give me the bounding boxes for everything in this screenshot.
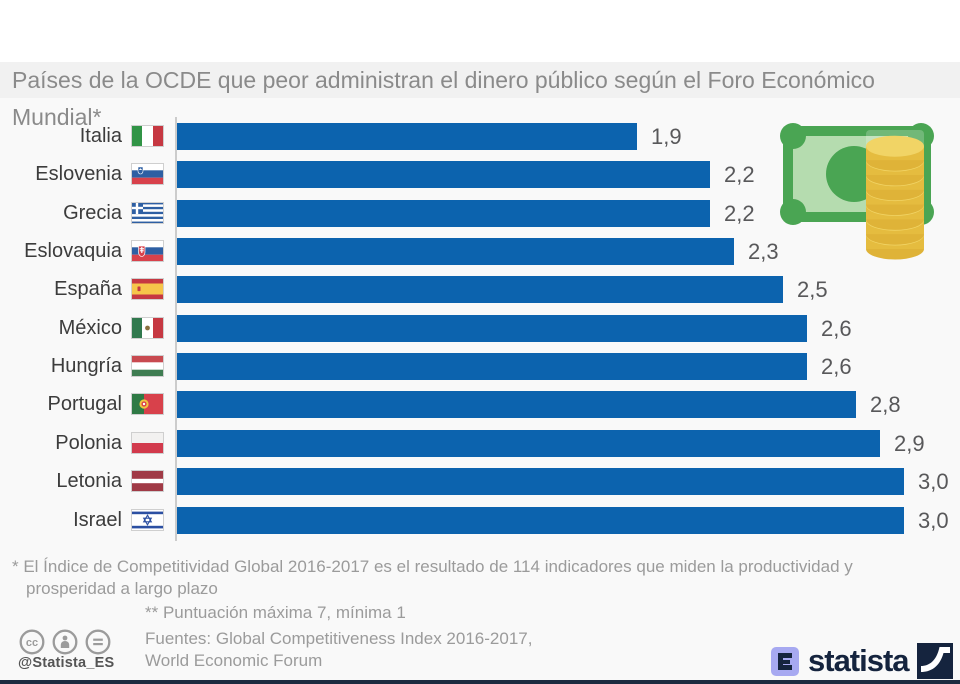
chart-row: Letonia 3,0: [0, 468, 960, 496]
statista-brand[interactable]: statista: [770, 643, 953, 679]
chart-row: Grecia 2,2: [0, 199, 960, 227]
flag-eslovaquia-icon: [131, 240, 164, 263]
country-label: Grecia: [63, 201, 122, 224]
cc-license[interactable]: cc: [18, 628, 112, 656]
cc-icon[interactable]: cc: [18, 628, 46, 656]
chart-row: Eslovenia 2,2: [0, 161, 960, 189]
country-label: Portugal: [47, 393, 123, 416]
cc-by-icon[interactable]: [51, 628, 79, 656]
value-bar: [177, 506, 904, 534]
country-label: Eslovenia: [35, 163, 122, 186]
flag-eslovenia-icon: [131, 163, 164, 186]
value-label: 3,0: [918, 507, 949, 533]
value-bar: [177, 238, 734, 266]
footnote-index-line2: prosperidad a largo plazo: [26, 579, 218, 598]
value-bar: [177, 276, 783, 304]
value-bar: [177, 123, 637, 150]
flag-portugal-icon: [131, 393, 164, 416]
flag-grecia-icon: [131, 201, 164, 224]
value-label: 2,6: [821, 354, 852, 380]
sources-line2: World Economic Forum: [145, 651, 323, 670]
flag-mexico-icon: [131, 316, 164, 339]
value-bar: [177, 199, 710, 227]
flag-italia-icon: [131, 125, 164, 147]
flag-espana-icon: [131, 278, 164, 301]
bottom-accent-bar: [0, 680, 960, 684]
value-label: 2,2: [724, 200, 755, 226]
chart-row: Eslovaquia 2,3: [0, 238, 960, 266]
chart-row: Italia 1,9: [0, 123, 960, 150]
value-label: 2,6: [821, 315, 852, 341]
value-label: 1,9: [651, 124, 682, 149]
statista-handle[interactable]: @Statista_ES: [18, 655, 115, 671]
country-label: Italia: [79, 125, 122, 147]
sources-line1: Fuentes: Global Competitiveness Index 20…: [145, 629, 533, 648]
value-label: 2,3: [748, 239, 779, 265]
sources-text: Fuentes: Global Competitiveness Index 20…: [145, 628, 532, 672]
country-label: Hungría: [50, 355, 122, 378]
svg-text:cc: cc: [26, 637, 38, 649]
value-bar: [177, 161, 710, 189]
statista-wordmark: statista: [808, 643, 910, 678]
statista-mark-icon: [771, 646, 799, 676]
flag-hungria-icon: [131, 355, 164, 378]
title-bar: Países de la OCDE que peor administran e…: [0, 62, 960, 130]
value-label: 2,2: [724, 162, 755, 188]
value-bar: [177, 429, 880, 457]
country-label: Israel: [73, 508, 122, 531]
value-bar: [177, 314, 807, 342]
flag-letonia-icon: [131, 470, 164, 493]
chart-row: España 2,5: [0, 276, 960, 304]
footnote-index-line1: * El Índice de Competitividad Global 201…: [12, 557, 853, 576]
y-axis-line: [175, 117, 177, 541]
value-bar: [177, 353, 807, 381]
value-label: 3,0: [918, 469, 949, 495]
country-label: México: [58, 316, 122, 339]
page-title: Países de la OCDE que peor administran e…: [12, 67, 875, 130]
chart-row: México 2,6: [0, 314, 960, 342]
coin-stack-icon: [866, 135, 924, 260]
flag-polonia-icon: [131, 431, 164, 454]
country-label: España: [54, 278, 122, 301]
chart-row: Portugal 2,8: [0, 391, 960, 419]
money-illustration: [780, 123, 934, 260]
value-label: 2,5: [797, 277, 828, 303]
cc-nd-icon[interactable]: [84, 628, 112, 656]
value-label: 2,8: [870, 392, 901, 418]
value-bar: [177, 391, 856, 419]
footnote-score: ** Puntuación máxima 7, mínima 1: [145, 603, 406, 622]
chart-row: Polonia 2,9: [0, 429, 960, 457]
value-bar: [177, 468, 904, 496]
flag-israel-icon: [131, 508, 164, 531]
chart-row: Hungría 2,6: [0, 353, 960, 381]
country-label: Polonia: [55, 431, 122, 454]
country-label: Letonia: [56, 470, 122, 493]
footnote-index: * El Índice de Competitividad Global 201…: [12, 556, 853, 600]
chart-row: Israel 3,0: [0, 506, 960, 534]
value-label: 2,9: [894, 430, 925, 456]
statista-logo-icon: [916, 643, 953, 679]
country-label: Eslovaquia: [24, 240, 122, 263]
